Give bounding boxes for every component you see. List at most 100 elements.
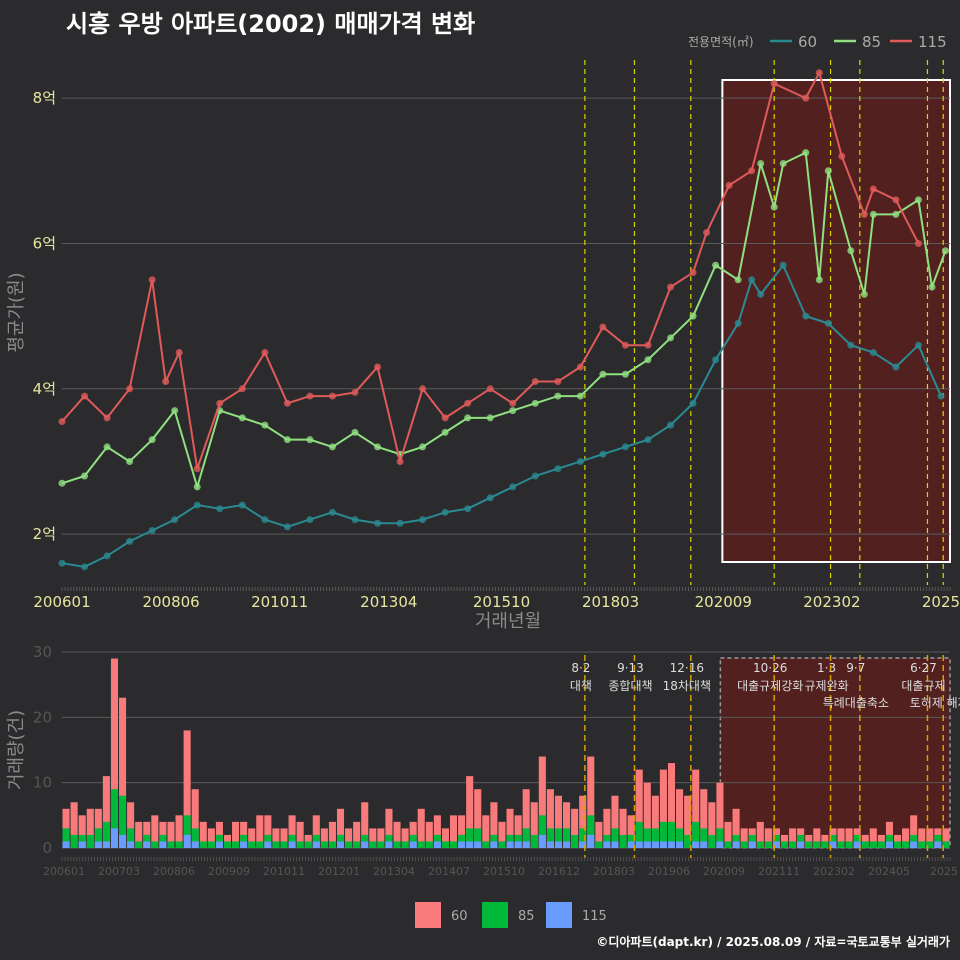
volume-bar-60	[272, 828, 280, 848]
volume-y-tick-label: 20	[33, 708, 52, 726]
volume-bar-85	[248, 841, 256, 848]
volume-bar-60	[708, 802, 716, 848]
volume-bar-85	[700, 828, 708, 848]
volume-bar-115	[522, 841, 530, 848]
data-point-60	[238, 501, 246, 509]
data-point-85	[860, 290, 868, 298]
y-axis-label: 평균가(원)	[6, 272, 27, 352]
volume-y-tick-label: 30	[33, 643, 52, 661]
volume-bar-115	[143, 841, 151, 848]
volume-bar-85	[127, 828, 135, 848]
volume-bar-115	[183, 834, 191, 848]
data-point-85	[914, 196, 922, 204]
x-tick-label: 200601	[33, 593, 90, 611]
volume-bar-115	[94, 841, 102, 848]
data-point-60	[283, 523, 291, 531]
volume-bar-60	[716, 782, 724, 848]
volume-x-tick-label: 202009	[703, 865, 745, 878]
y-tick-label: 8억	[33, 89, 56, 107]
volume-bar-115	[288, 841, 296, 848]
data-point-115	[621, 341, 629, 349]
volume-bar-85	[780, 841, 789, 848]
data-point-115	[531, 378, 539, 386]
data-point-60	[509, 483, 517, 491]
volume-bar-60	[207, 828, 215, 848]
volume-bar-85	[223, 841, 232, 848]
volume-bar-60	[183, 730, 191, 848]
data-point-85	[328, 443, 336, 451]
annotation-text: 규제완화	[804, 679, 848, 693]
volume-bar-60	[611, 795, 619, 848]
data-point-85	[103, 443, 111, 451]
volume-bar-60	[264, 815, 272, 848]
volume-bar-85	[474, 828, 482, 848]
volume-bar-85	[530, 834, 538, 848]
series-line-85	[61, 151, 947, 491]
volume-bar-115	[110, 828, 119, 848]
volume-bar-115	[732, 841, 740, 848]
volume-bar-85	[393, 841, 401, 848]
volume-bar-115	[716, 841, 724, 848]
volume-bar-115	[191, 841, 199, 848]
volume-bar-60	[110, 658, 119, 848]
volume-bar-85	[579, 828, 587, 848]
volume-bar-85	[684, 834, 692, 848]
data-point-60	[193, 501, 201, 509]
data-point-60	[261, 516, 269, 524]
data-point-115	[306, 392, 314, 400]
x-axis-label: 거래년월	[475, 611, 541, 632]
data-point-85	[770, 203, 778, 211]
x-tick-label: 2025	[922, 593, 960, 611]
volume-bar-85	[692, 821, 700, 848]
volume-bar-85	[571, 834, 579, 848]
volume-bar-60	[692, 769, 700, 848]
annotation-date: 9·7	[846, 661, 865, 675]
legend-label-60: 60	[798, 33, 817, 51]
volume-bar-60	[724, 821, 732, 848]
data-point-115	[815, 69, 823, 77]
data-point-115	[869, 185, 877, 193]
volume-bar-85	[401, 841, 409, 848]
bottom-legend-swatch-115	[546, 902, 572, 928]
data-point-85	[824, 167, 832, 175]
volume-bar-115	[651, 841, 659, 848]
data-point-60	[441, 508, 449, 516]
annotation-text: 특례대출축소	[823, 696, 889, 710]
volume-bar-60	[401, 828, 409, 848]
volume-bar-60	[336, 808, 345, 848]
volume-bar-85	[942, 841, 950, 848]
volume-bar-85	[466, 828, 474, 848]
data-point-60	[869, 348, 877, 356]
annotation-date: 9·13	[617, 661, 644, 675]
data-point-60	[81, 563, 89, 571]
volume-bar-85	[62, 828, 70, 848]
volume-bar-60	[595, 821, 603, 848]
volume-bar-85	[619, 834, 627, 848]
volume-x-tick-label: 201304	[373, 865, 415, 878]
volume-bar-85	[441, 841, 449, 848]
volume-bar-60	[102, 776, 110, 848]
data-point-85	[238, 414, 246, 422]
data-point-85	[928, 283, 936, 291]
data-point-115	[914, 239, 922, 247]
data-point-60	[148, 527, 156, 534]
data-point-115	[175, 348, 183, 356]
volume-bar-60	[320, 828, 328, 848]
volume-bar-85	[724, 841, 732, 848]
y-tick-label: 4억	[33, 380, 56, 398]
volume-bar-85	[328, 841, 336, 848]
volume-bar-60	[417, 808, 425, 848]
volume-y-axis-label: 거래량(건)	[6, 710, 27, 790]
volume-bar-85	[86, 834, 94, 848]
volume-bar-60	[345, 828, 353, 848]
volume-bar-115	[587, 834, 595, 848]
volume-bar-60	[466, 776, 474, 848]
volume-bar-85	[813, 841, 821, 848]
volume-bar-60	[667, 763, 676, 848]
volume-bar-115	[506, 841, 514, 848]
data-point-115	[748, 167, 756, 175]
volume-bar-85	[821, 841, 829, 848]
volume-bar-85	[563, 828, 571, 848]
volume-bar-85	[94, 828, 102, 848]
data-point-115	[162, 378, 170, 386]
